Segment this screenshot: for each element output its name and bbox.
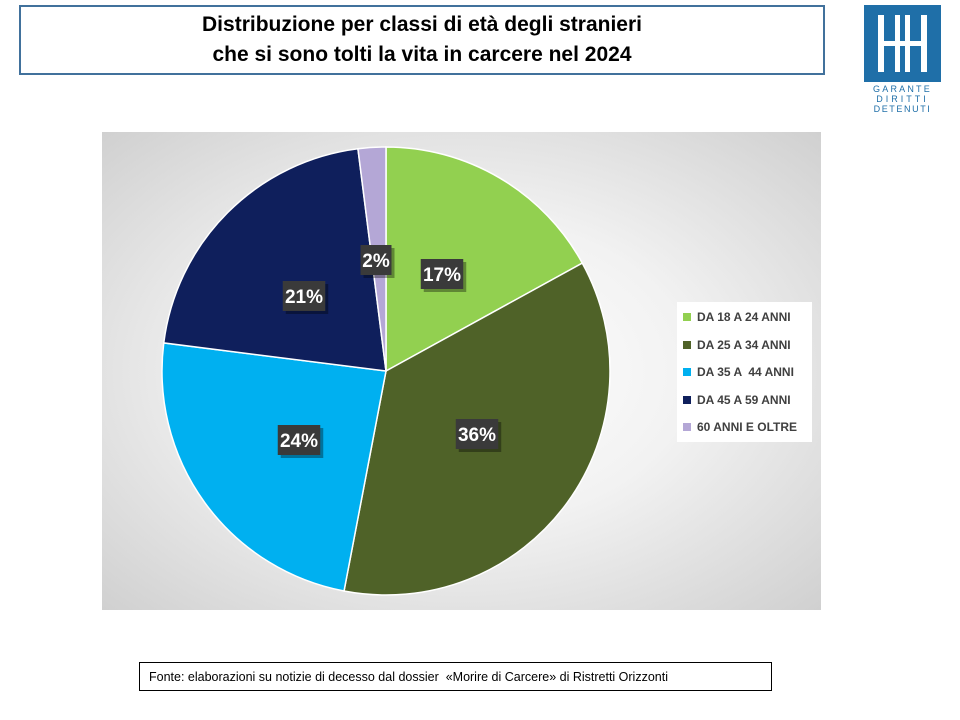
chart-title-line-1: Distribuzione per classi di età degli st… [202, 13, 642, 36]
pie-slice-3 [161, 342, 387, 592]
chart-area: 17% 36% 24% 21% 2% DA 18 A 24 ANNI DA 25 A 34… [102, 132, 821, 610]
source-note: Fonte: elaborazioni su notizie di decess… [139, 662, 772, 691]
chart-legend: DA 18 A 24 ANNI DA 25 A 34 ANNI DA 35 A 44… [677, 302, 812, 442]
data-label-1: 17% [420, 259, 467, 292]
legend-item-4: DA 45 A 59 ANNI [683, 391, 791, 409]
legend-label-3: DA 35 A 44 ANNI [697, 365, 794, 379]
legend-label-1: DA 18 A 24 ANNI [697, 310, 791, 324]
chart-title-line-2: che si sono tolti la vita in carcere nel… [212, 43, 632, 66]
legend-swatch-1 [683, 313, 691, 321]
data-label-text-5: 2% [362, 251, 390, 272]
data-label-text-4: 21% [285, 287, 323, 308]
data-label-text-1: 17% [423, 265, 461, 286]
legend-swatch-4 [683, 395, 691, 404]
data-label-text-3: 24% [280, 431, 318, 452]
data-label-text-2: 36% [458, 425, 496, 446]
legend-item-3: DA 35 A 44 ANNI [683, 363, 794, 381]
pie-chart: 17% 36% 24% 21% 2% [161, 146, 611, 596]
legend-swatch-5 [683, 423, 691, 431]
chart-title-box: Distribuzione per classi di età degli st… [19, 5, 825, 75]
legend-label-2: DA 25 A 34 ANNI [697, 337, 791, 352]
garante-logo-icon: GARANTE DIRITTI DETENUTI [864, 5, 941, 115]
legend-item-1: DA 18 A 24 ANNI [683, 308, 791, 326]
data-label-5: 2% [360, 245, 395, 278]
legend-swatch-3 [683, 368, 691, 376]
pie-slice-1 [385, 146, 584, 373]
logo-text-1: GARANTE [873, 84, 932, 94]
legend-item-2: DA 25 A 34 ANNI [683, 336, 791, 354]
logo-text-2: DIRITTI [876, 94, 929, 104]
data-label-4: 21% [282, 281, 329, 314]
data-label-2: 36% [455, 419, 502, 452]
pie-slice-4 [162, 147, 387, 372]
logo-text-3: DETENUTI [874, 104, 932, 114]
legend-label-4: DA 45 A 59 ANNI [697, 392, 791, 407]
data-label-3: 24% [277, 425, 324, 458]
legend-label-5: 60 ANNI E OLTRE [697, 420, 798, 434]
legend-swatch-2 [683, 340, 691, 349]
legend-item-5: 60 ANNI E OLTRE [683, 418, 797, 436]
